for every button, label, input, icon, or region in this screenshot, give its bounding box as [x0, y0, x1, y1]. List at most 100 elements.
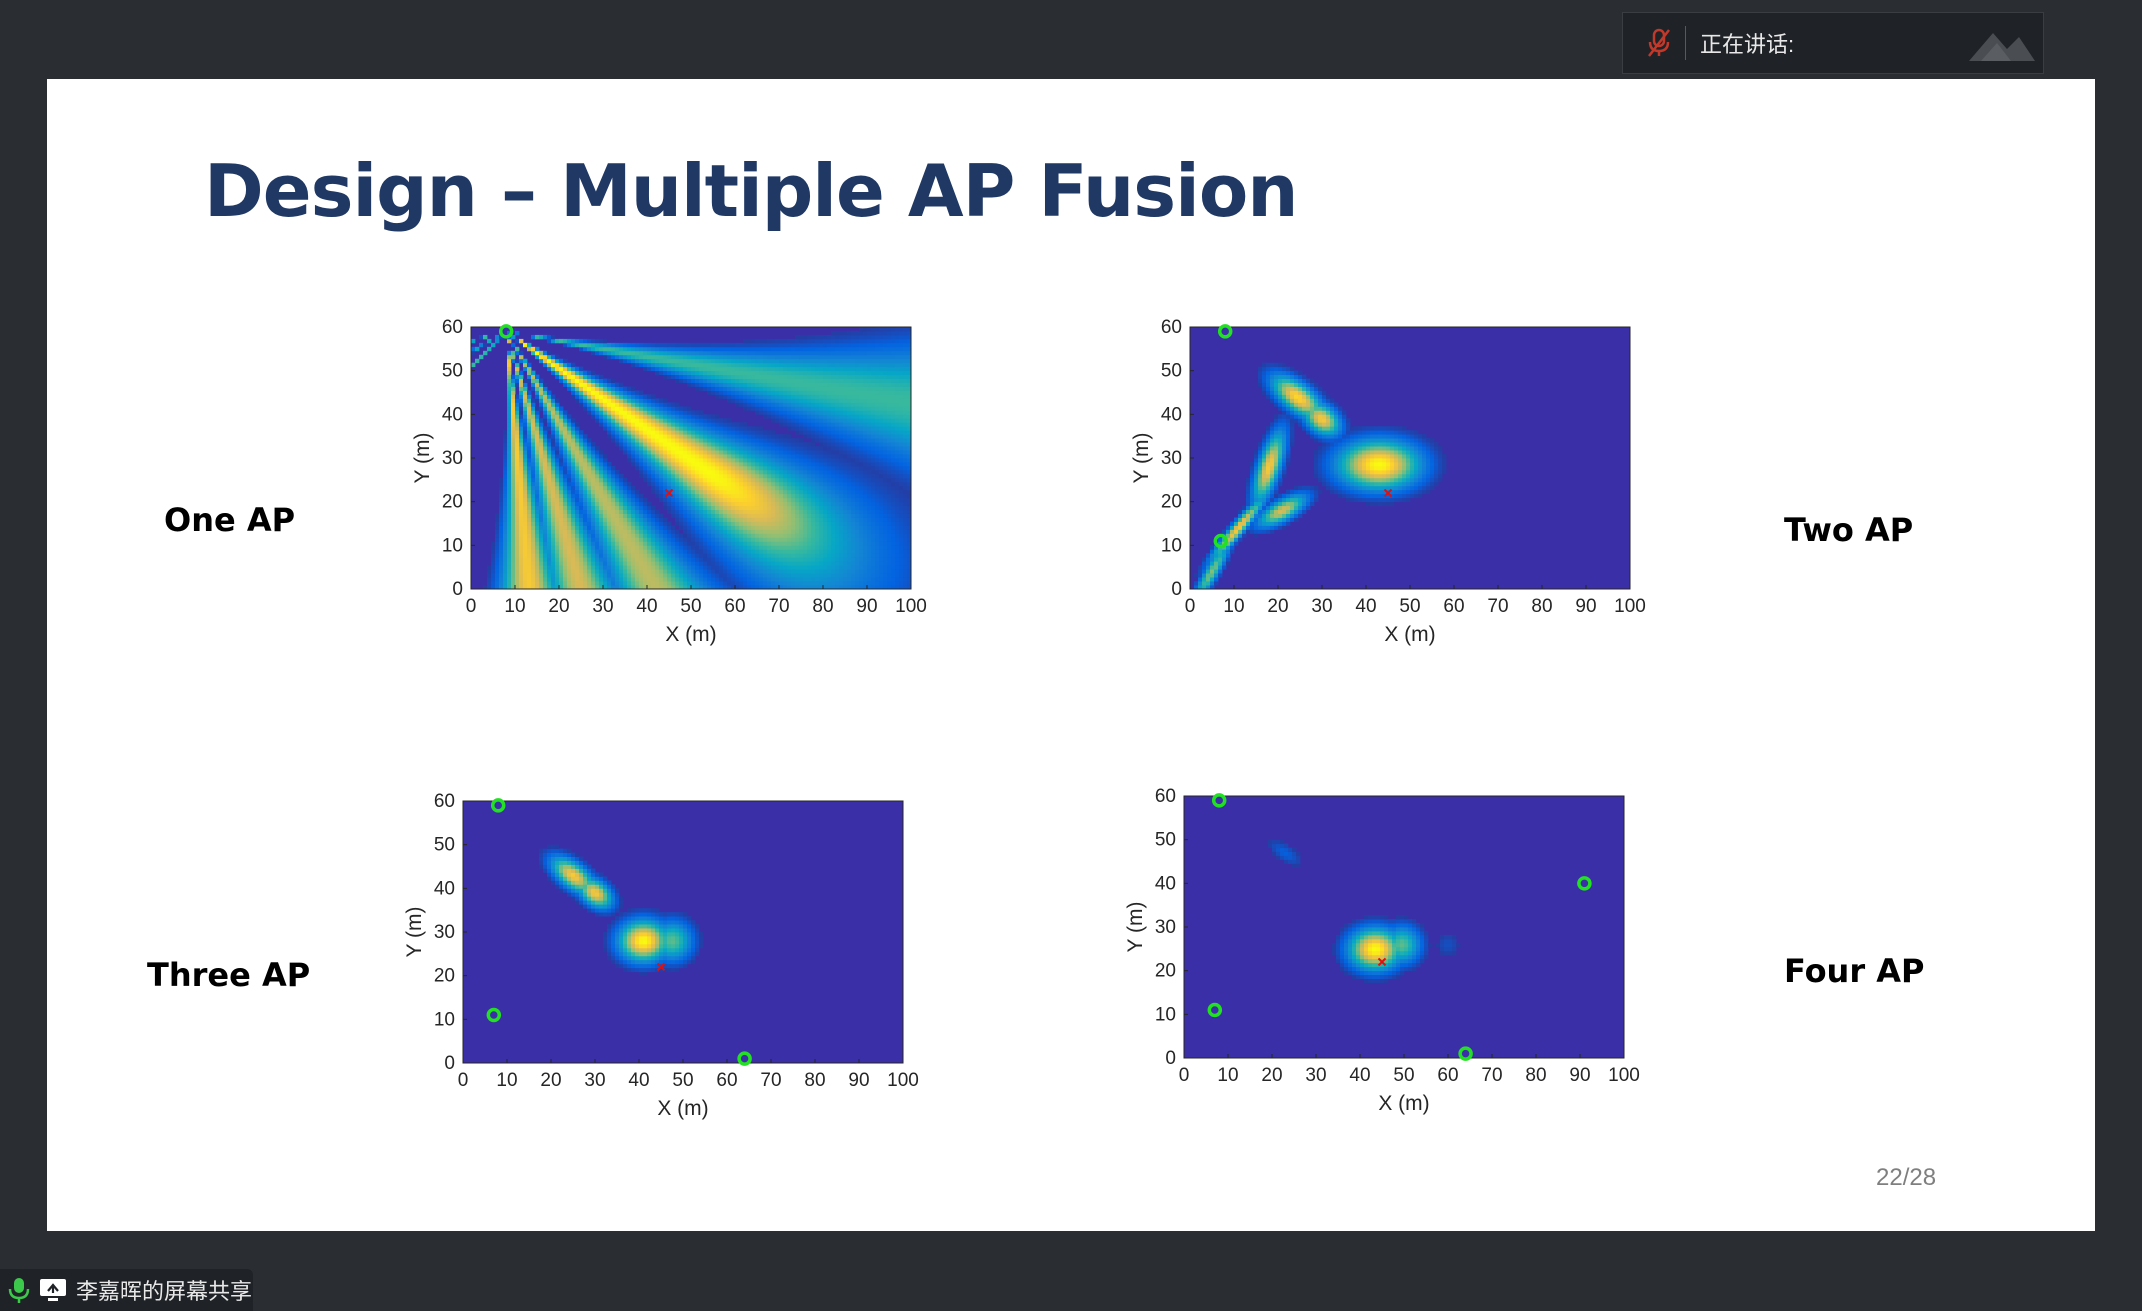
heatmap-cell: [571, 489, 576, 495]
heatmap-cell: [687, 509, 692, 514]
heatmap-cell: [671, 469, 676, 475]
heatmap-cell: [571, 374, 576, 380]
heatmap-cell: [643, 537, 648, 542]
heatmap-cell: [547, 469, 552, 475]
heatmap-cell: [591, 581, 596, 586]
heatmap-cell: [815, 450, 820, 455]
heatmap-cell: [535, 346, 540, 352]
heatmap-cell: [835, 454, 840, 459]
heatmap-cell: [471, 350, 476, 356]
heatmap-cell: [783, 557, 788, 562]
mic-muted-icon[interactable]: [1639, 23, 1679, 63]
heatmap-cell: [699, 410, 704, 415]
heatmap-cell: [535, 410, 540, 415]
heatmap-cell: [779, 398, 784, 403]
heatmap-cell: [731, 541, 736, 546]
heatmap-cell: [783, 561, 788, 566]
heatmap-cell: [663, 505, 668, 511]
heatmap-cell: [503, 442, 508, 447]
heatmap-cell: [535, 585, 540, 590]
heatmap-cell: [579, 577, 584, 582]
heatmap-cell: [619, 585, 624, 590]
heatmap-cell: [803, 541, 808, 546]
heatmap-cell: [659, 426, 664, 431]
heatmap-cell: [679, 414, 684, 419]
heatmap-cell: [591, 398, 596, 403]
heatmap-cell: [571, 537, 576, 542]
heatmap-cell: [803, 489, 808, 495]
heatmap-cell: [823, 489, 828, 495]
heatmap-cell: [783, 346, 788, 352]
heatmap-cell: [727, 426, 732, 431]
heatmap-cell: [815, 497, 820, 503]
heatmap-cell: [795, 585, 800, 590]
heatmap-cell: [819, 501, 824, 507]
heatmap-cell: [515, 430, 520, 435]
heatmap-cell: [803, 390, 808, 395]
heatmap-cell: [643, 446, 648, 451]
heatmap-cell: [671, 374, 676, 380]
heatmap-cell: [747, 454, 752, 459]
heatmap-cell: [835, 569, 840, 574]
heatmap-cell: [691, 553, 696, 558]
heatmap-cell: [751, 577, 756, 582]
heatmap-cell: [739, 553, 744, 558]
heatmap-cell: [495, 517, 500, 522]
heatmap-cell: [511, 513, 516, 518]
heatmap-cell: [547, 398, 552, 403]
heatmap-cell: [727, 358, 732, 364]
heatmap-cell: [655, 434, 660, 439]
heatmap-cell: [575, 561, 580, 566]
heatmap-cell: [695, 426, 700, 431]
heatmap-cell: [515, 573, 520, 578]
heatmap-cell: [791, 537, 796, 542]
heatmap-cell: [795, 438, 800, 443]
heatmap-cell: [547, 541, 552, 546]
heatmap-cell: [675, 509, 680, 514]
heatmap-cell: [779, 342, 784, 348]
heatmap-cell: [739, 350, 744, 356]
heatmap-cell: [759, 545, 764, 550]
heatmap-cell: [731, 458, 736, 463]
heatmap-cell: [651, 529, 656, 534]
heatmap-cell: [715, 481, 720, 487]
heatmap-cell: [563, 581, 568, 586]
heatmap-cell: [559, 414, 564, 419]
heatmap-cell: [823, 410, 828, 415]
heatmap-cell: [783, 382, 788, 387]
heatmap-cell: [567, 477, 572, 483]
heatmap-cell: [735, 374, 740, 380]
heatmap-cell: [567, 557, 572, 562]
heatmap-cell: [703, 438, 708, 443]
heatmap-cell: [643, 509, 648, 514]
heatmap-cell: [803, 569, 808, 574]
heatmap-cell: [755, 573, 760, 578]
heatmap-cell: [631, 438, 636, 443]
heatmap-cell: [587, 370, 592, 376]
heatmap-cell: [799, 334, 804, 340]
heatmap-cell: [623, 398, 628, 403]
heatmap-cell: [671, 465, 676, 471]
heatmap-cell: [815, 585, 820, 590]
heatmap-cell: [763, 350, 768, 356]
heatmap-cell: [711, 505, 716, 511]
heatmap-cell: [815, 533, 820, 538]
heatmap-cell: [511, 509, 516, 514]
heatmap-cell: [755, 358, 760, 364]
heatmap-cell: [831, 549, 836, 554]
heatmap-cell: [575, 394, 580, 399]
heatmap-cell: [839, 561, 844, 566]
heatmap-cell: [547, 485, 552, 491]
heatmap-cell: [787, 529, 792, 534]
heatmap-cell: [715, 517, 720, 522]
heatmap-cell: [651, 573, 656, 578]
heatmap-cell: [563, 481, 568, 487]
heatmap-cell: [807, 358, 812, 364]
heatmap-cell: [687, 410, 692, 415]
heatmap-cell: [775, 473, 780, 479]
heatmap-cell: [759, 370, 764, 376]
heatmap-cell: [555, 509, 560, 514]
heatmap-cell: [667, 418, 672, 423]
heatmap-cell: [747, 509, 752, 514]
heatmap-cell: [511, 350, 516, 356]
